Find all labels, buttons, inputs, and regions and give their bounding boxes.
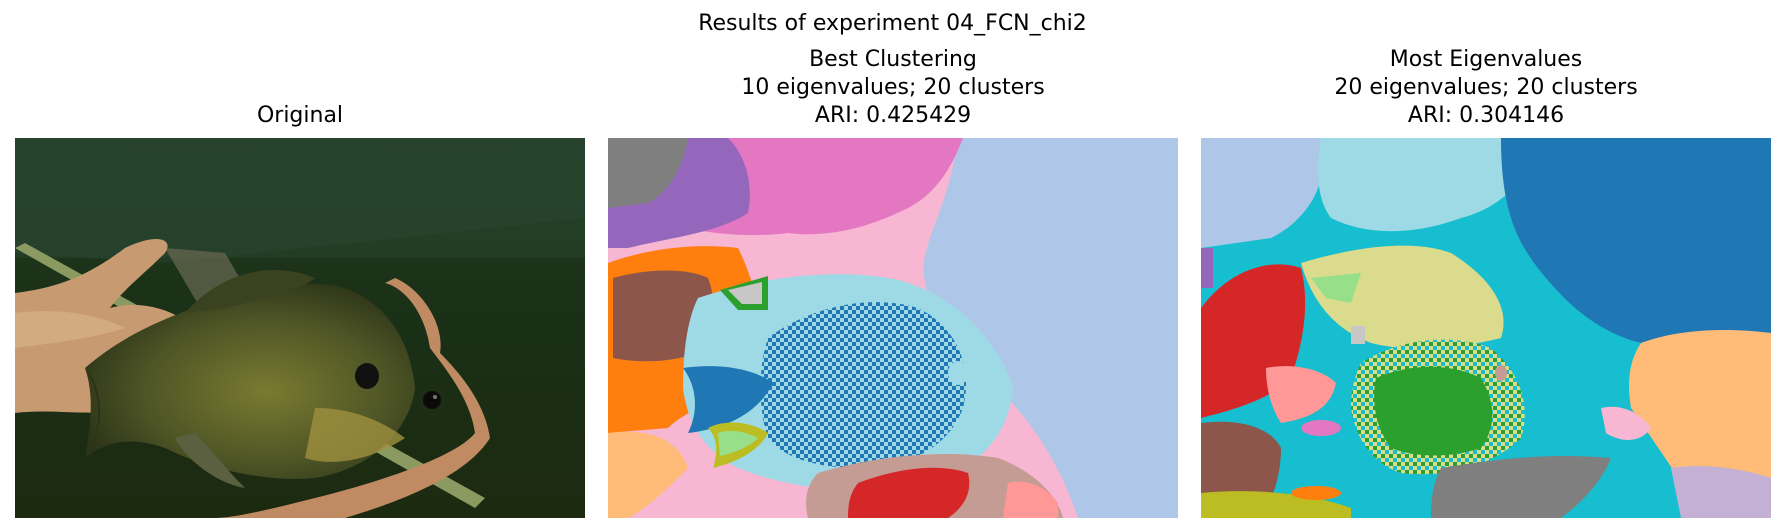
panel-best-title-line-1: Best Clustering bbox=[809, 47, 977, 72]
panel-original-title: Original bbox=[15, 102, 585, 130]
panel-most-title-line-2: 20 eigenvalues; 20 clusters bbox=[1334, 75, 1638, 100]
panel-most-title-line-3: ARI: 0.304146 bbox=[1407, 103, 1565, 128]
panel-original-title-line: Original bbox=[256, 103, 344, 128]
panel-best-title-line-2: 10 eigenvalues; 20 clusters bbox=[741, 75, 1045, 100]
panel-best-title-line-3: ARI: 0.425429 bbox=[814, 103, 972, 128]
panel-most-title-line-1: Most Eigenvalues bbox=[1389, 47, 1583, 72]
most-eigenvalues-image bbox=[1201, 138, 1771, 518]
original-image bbox=[15, 138, 585, 518]
best-clustering-image bbox=[608, 138, 1178, 518]
panel-best-title: Best Clustering 10 eigenvalues; 20 clust… bbox=[608, 46, 1178, 130]
figure-title: Results of experiment 04_FCN_chi2 bbox=[698, 11, 1087, 36]
panel-most-title: Most Eigenvalues 20 eigenvalues; 20 clus… bbox=[1201, 46, 1771, 130]
